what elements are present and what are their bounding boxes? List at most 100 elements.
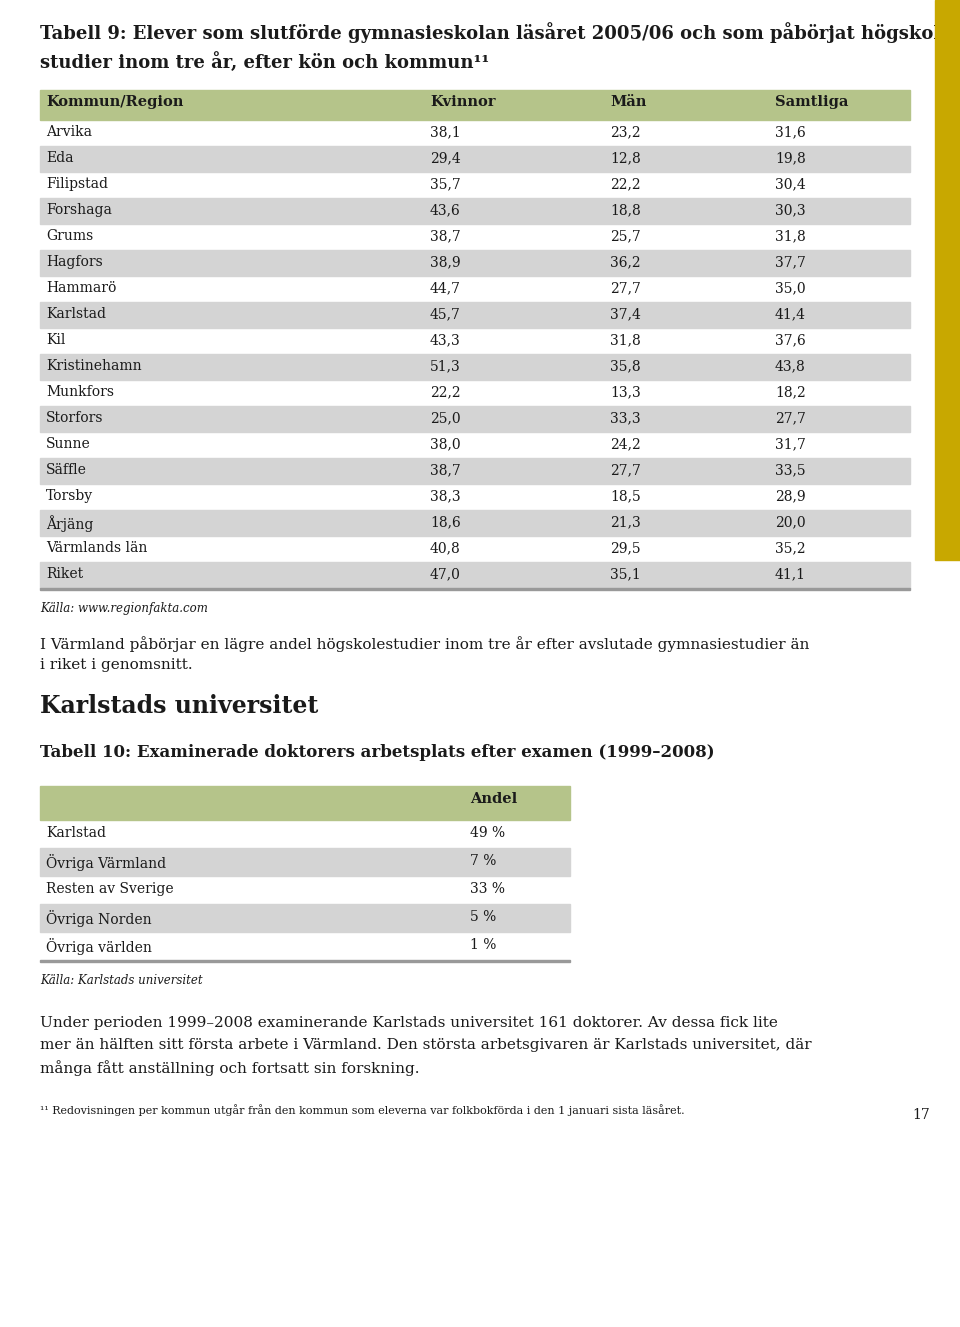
- Bar: [40, 303, 910, 328]
- Text: Torsby: Torsby: [46, 490, 93, 503]
- Text: 38,7: 38,7: [430, 230, 461, 243]
- Text: 35,8: 35,8: [610, 360, 640, 373]
- Text: ¹¹ Redovisningen per kommun utgår från den kommun som eleverna var folkbokförda : ¹¹ Redovisningen per kommun utgår från d…: [40, 1104, 684, 1116]
- Text: Grums: Grums: [46, 230, 93, 243]
- Text: 30,3: 30,3: [775, 203, 805, 218]
- Text: Källa: Karlstads universitet: Källa: Karlstads universitet: [40, 974, 203, 987]
- Bar: [935, 0, 960, 560]
- Text: Kristinehamn: Kristinehamn: [46, 360, 142, 373]
- Text: 49 %: 49 %: [470, 825, 505, 840]
- Text: 25,7: 25,7: [610, 230, 640, 243]
- Text: Tabell 10: Examinerade doktorers arbetsplats efter examen (1999–2008): Tabell 10: Examinerade doktorers arbetsp…: [40, 744, 714, 760]
- Text: Övriga Norden: Övriga Norden: [46, 910, 152, 928]
- Bar: [40, 90, 910, 119]
- Text: 40,8: 40,8: [430, 541, 461, 555]
- Bar: [40, 249, 910, 276]
- Text: 37,4: 37,4: [610, 307, 641, 321]
- Text: 33 %: 33 %: [470, 882, 505, 896]
- Text: Andel: Andel: [470, 792, 517, 805]
- Text: 37,6: 37,6: [775, 333, 805, 346]
- Text: 31,8: 31,8: [610, 333, 640, 346]
- Text: Övriga världen: Övriga världen: [46, 938, 152, 955]
- Text: Säffle: Säffle: [46, 463, 86, 476]
- Text: 43,8: 43,8: [775, 360, 805, 373]
- Bar: [40, 959, 570, 962]
- Bar: [40, 510, 910, 536]
- Text: 29,5: 29,5: [610, 541, 640, 555]
- Text: 35,0: 35,0: [775, 281, 805, 295]
- Text: 38,3: 38,3: [430, 490, 461, 503]
- Text: Övriga Värmland: Övriga Värmland: [46, 855, 166, 871]
- Text: 25,0: 25,0: [430, 411, 461, 425]
- Text: 22,2: 22,2: [610, 176, 640, 191]
- Text: 27,7: 27,7: [610, 463, 641, 476]
- Bar: [40, 904, 570, 932]
- Text: 51,3: 51,3: [430, 360, 461, 373]
- Text: 31,6: 31,6: [775, 125, 805, 139]
- Bar: [40, 198, 910, 224]
- Text: Under perioden 1999–2008 examinerande Karlstads universitet 161 doktorer. Av des: Under perioden 1999–2008 examinerande Ka…: [40, 1016, 778, 1030]
- Text: 36,2: 36,2: [610, 255, 640, 269]
- Bar: [40, 563, 910, 588]
- Text: Årjäng: Årjäng: [46, 515, 93, 532]
- Text: Riket: Riket: [46, 567, 84, 581]
- Text: 13,3: 13,3: [610, 385, 640, 399]
- Text: Samtliga: Samtliga: [775, 96, 849, 109]
- Text: 38,1: 38,1: [430, 125, 461, 139]
- Text: 38,7: 38,7: [430, 463, 461, 476]
- Text: 35,2: 35,2: [775, 541, 805, 555]
- Text: 41,1: 41,1: [775, 567, 806, 581]
- Text: Filipstad: Filipstad: [46, 176, 108, 191]
- Text: Källa: www.regionfakta.com: Källa: www.regionfakta.com: [40, 602, 208, 614]
- Text: Män: Män: [610, 96, 646, 109]
- Text: 18,2: 18,2: [775, 385, 805, 399]
- Bar: [40, 354, 910, 380]
- Text: I Värmland påbörjar en lägre andel högskolestudier inom tre år efter avslutade g: I Värmland påbörjar en lägre andel högsk…: [40, 636, 809, 652]
- Bar: [40, 848, 570, 876]
- Text: i riket i genomsnitt.: i riket i genomsnitt.: [40, 658, 193, 671]
- Text: Kvinnor: Kvinnor: [430, 96, 495, 109]
- Text: mer än hälften sitt första arbete i Värmland. Den största arbetsgivaren är Karls: mer än hälften sitt första arbete i Värm…: [40, 1038, 811, 1052]
- Text: 38,0: 38,0: [430, 437, 461, 451]
- Text: 38,9: 38,9: [430, 255, 461, 269]
- Text: Tabell 9: Elever som slutförde gymnasieskolan läsåret 2005/06 och som påbörjat h: Tabell 9: Elever som slutförde gymnasies…: [40, 23, 959, 42]
- Bar: [40, 458, 910, 484]
- Text: 22,2: 22,2: [430, 385, 461, 399]
- Text: studier inom tre år, efter kön och kommun¹¹: studier inom tre år, efter kön och kommu…: [40, 52, 490, 72]
- Text: 30,4: 30,4: [775, 176, 805, 191]
- Text: 29,4: 29,4: [430, 151, 461, 165]
- Text: 37,7: 37,7: [775, 255, 805, 269]
- Text: Hammarö: Hammarö: [46, 281, 116, 295]
- Text: 35,7: 35,7: [430, 176, 461, 191]
- Text: Karlstads universitet: Karlstads universitet: [40, 694, 319, 718]
- Text: 27,7: 27,7: [775, 411, 805, 425]
- Text: 18,6: 18,6: [430, 515, 461, 529]
- Text: 44,7: 44,7: [430, 281, 461, 295]
- Bar: [40, 588, 910, 589]
- Text: 47,0: 47,0: [430, 567, 461, 581]
- Text: Karlstad: Karlstad: [46, 307, 106, 321]
- Text: 43,3: 43,3: [430, 333, 461, 346]
- Text: 41,4: 41,4: [775, 307, 806, 321]
- Text: 24,2: 24,2: [610, 437, 640, 451]
- Text: 19,8: 19,8: [775, 151, 805, 165]
- Text: 17: 17: [912, 1108, 930, 1123]
- Text: 33,3: 33,3: [610, 411, 640, 425]
- Text: 27,7: 27,7: [610, 281, 641, 295]
- Text: 20,0: 20,0: [775, 515, 805, 529]
- Text: 5 %: 5 %: [470, 910, 496, 924]
- Text: 1 %: 1 %: [470, 938, 496, 951]
- Text: 28,9: 28,9: [775, 490, 805, 503]
- Text: 23,2: 23,2: [610, 125, 640, 139]
- Text: Resten av Sverige: Resten av Sverige: [46, 882, 174, 896]
- Text: 7 %: 7 %: [470, 855, 496, 868]
- Text: 18,5: 18,5: [610, 490, 640, 503]
- Text: 21,3: 21,3: [610, 515, 640, 529]
- Text: Karlstad: Karlstad: [46, 825, 106, 840]
- Text: många fått anställning och fortsatt sin forskning.: många fått anställning och fortsatt sin …: [40, 1060, 420, 1076]
- Text: Hagfors: Hagfors: [46, 255, 103, 269]
- Text: 43,6: 43,6: [430, 203, 461, 218]
- Bar: [40, 786, 570, 820]
- Text: Storfors: Storfors: [46, 411, 104, 425]
- Text: 31,8: 31,8: [775, 230, 805, 243]
